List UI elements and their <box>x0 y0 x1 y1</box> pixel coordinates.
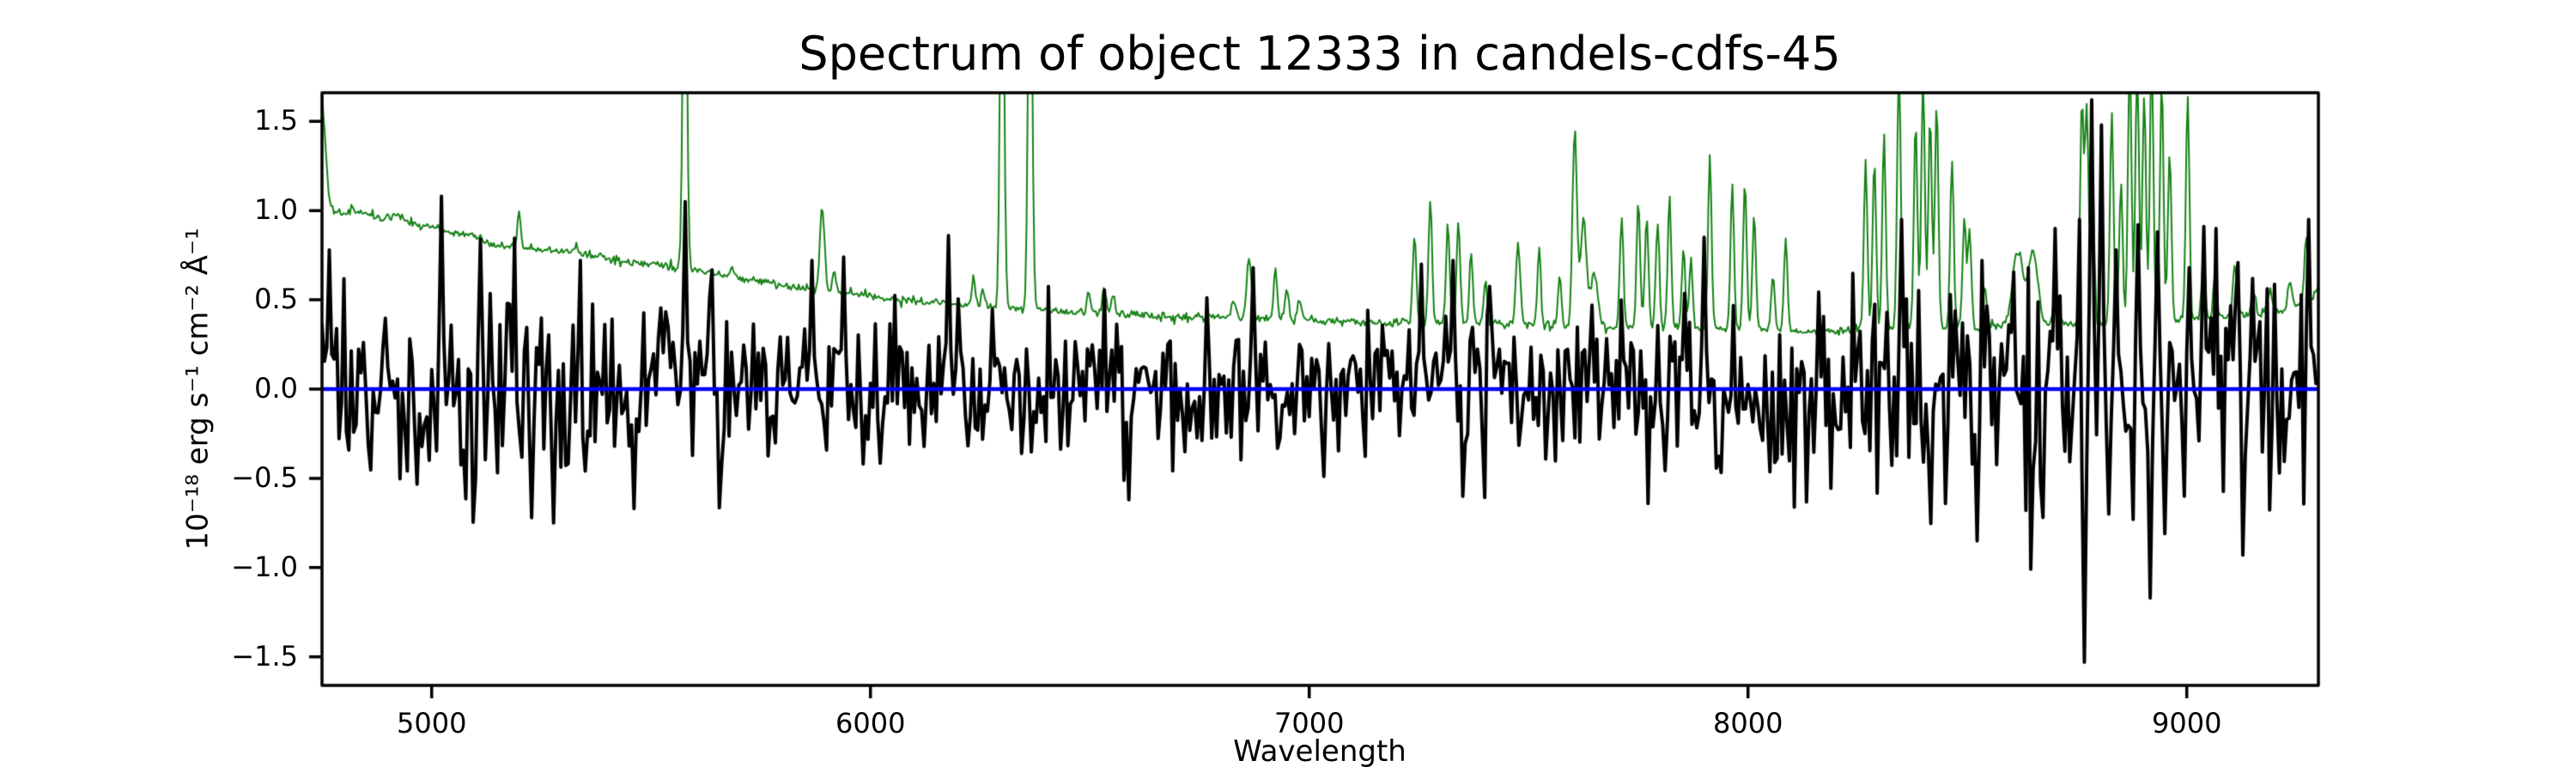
x-tick-label: 5000 <box>397 707 467 740</box>
y-tick-label: 0.5 <box>254 282 298 315</box>
x-tick-label: 8000 <box>1712 707 1783 740</box>
y-tick-label: 1.0 <box>254 193 298 227</box>
y-tick-label: −1.5 <box>231 639 298 673</box>
x-axis-label: Wavelength <box>1233 734 1406 769</box>
y-tick-label: 0.0 <box>254 371 298 405</box>
chart-title: Spectrum of object 12333 in candels-cdfs… <box>799 27 1841 81</box>
y-tick-label: 1.5 <box>254 104 298 137</box>
y-tick-label: −0.5 <box>231 460 298 494</box>
y-tick-label: −1.0 <box>231 550 298 583</box>
x-tick-label: 9000 <box>2151 707 2222 740</box>
x-tick-label: 6000 <box>835 707 906 740</box>
x-tick-label: 7000 <box>1274 707 1345 740</box>
